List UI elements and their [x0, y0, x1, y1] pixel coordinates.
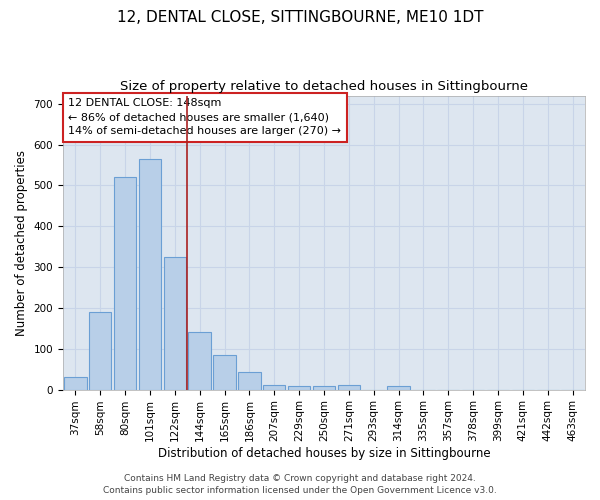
- Bar: [313, 386, 335, 390]
- Bar: [114, 177, 136, 390]
- Bar: [139, 159, 161, 390]
- Bar: [238, 372, 260, 390]
- Bar: [89, 312, 112, 390]
- Bar: [388, 386, 410, 390]
- Bar: [214, 355, 236, 390]
- Title: Size of property relative to detached houses in Sittingbourne: Size of property relative to detached ho…: [120, 80, 528, 93]
- Bar: [263, 384, 286, 390]
- Bar: [188, 332, 211, 390]
- Text: 12 DENTAL CLOSE: 148sqm
← 86% of detached houses are smaller (1,640)
14% of semi: 12 DENTAL CLOSE: 148sqm ← 86% of detache…: [68, 98, 341, 136]
- Bar: [64, 376, 86, 390]
- Bar: [164, 257, 186, 390]
- Bar: [338, 384, 360, 390]
- Text: Contains HM Land Registry data © Crown copyright and database right 2024.
Contai: Contains HM Land Registry data © Crown c…: [103, 474, 497, 495]
- Text: 12, DENTAL CLOSE, SITTINGBOURNE, ME10 1DT: 12, DENTAL CLOSE, SITTINGBOURNE, ME10 1D…: [117, 10, 483, 25]
- X-axis label: Distribution of detached houses by size in Sittingbourne: Distribution of detached houses by size …: [158, 447, 490, 460]
- Bar: [288, 386, 310, 390]
- Y-axis label: Number of detached properties: Number of detached properties: [15, 150, 28, 336]
